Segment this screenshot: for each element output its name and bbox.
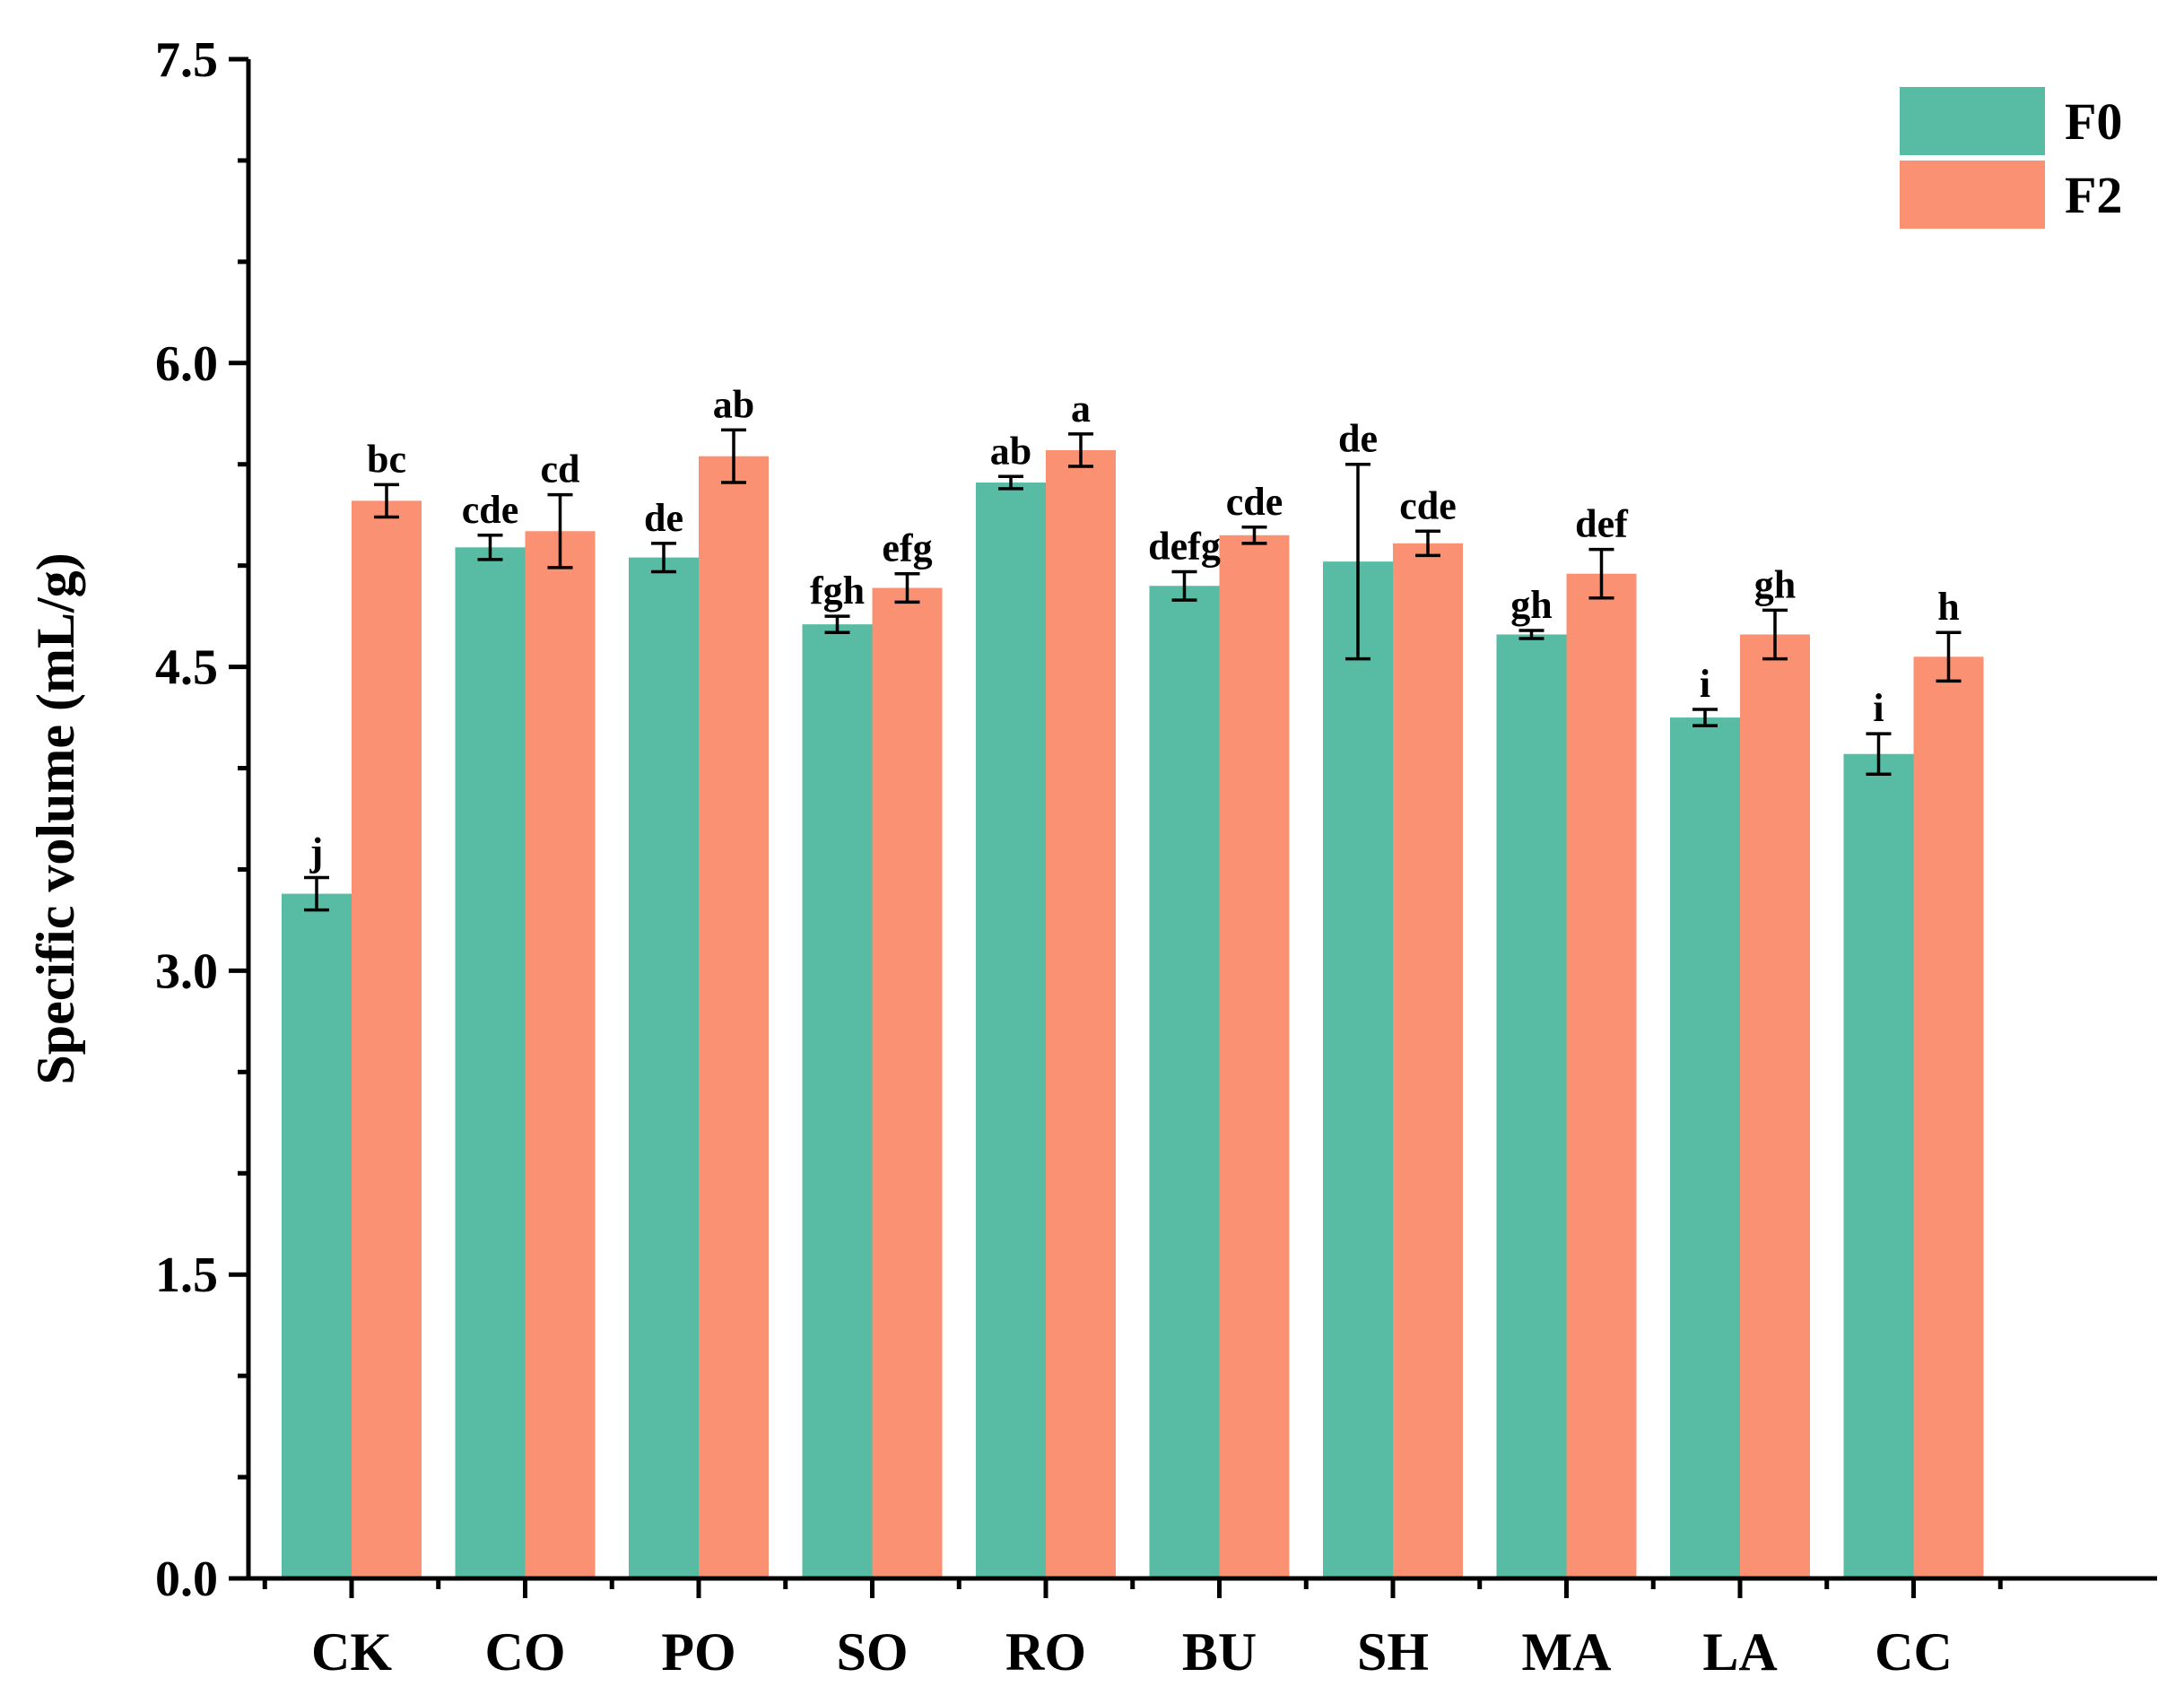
sig-label-f0-ma: gh: [1510, 583, 1552, 627]
x-tick-label-la: LA: [1702, 1622, 1777, 1682]
error-bar-f2-co: [547, 492, 573, 569]
sig-label-f2-po: ab: [713, 382, 754, 426]
sig-label-f0-bu: defg: [1148, 524, 1221, 568]
error-bar-f0-cc: [1866, 732, 1892, 777]
legend-swatch-f0: [1900, 87, 2045, 155]
bar-f0-po: [629, 557, 699, 1578]
bar-f2-ck: [352, 500, 422, 1578]
bar-f0-bu: [1149, 586, 1220, 1578]
bar-f0-la: [1670, 717, 1740, 1578]
axes: [246, 59, 2157, 1581]
y-tick-label: 7.5: [155, 32, 218, 88]
y-tick-label: 0.0: [155, 1552, 218, 1607]
y-tick-label: 3.0: [155, 943, 218, 999]
sig-label-f0-co: cde: [462, 488, 519, 532]
x-tick-label-co: CO: [485, 1622, 566, 1682]
error-bar-f0-sh: [1345, 462, 1370, 661]
sig-label-f2-la: gh: [1754, 562, 1796, 606]
legend-label-f2: F2: [2065, 166, 2122, 224]
error-bar-f0-ck: [304, 875, 329, 912]
error-bar-f2-ma: [1588, 547, 1614, 600]
error-bar-f0-so: [824, 614, 850, 634]
x-tick-label-sh: SH: [1357, 1622, 1429, 1682]
bar-f0-co: [455, 547, 526, 1579]
x-tick-label-ma: MA: [1522, 1622, 1612, 1682]
x-tick-label-ck: CK: [311, 1622, 392, 1682]
error-bars: [304, 428, 1962, 912]
bar-f2-sh: [1393, 543, 1463, 1579]
y-tick-label: 1.5: [155, 1247, 218, 1303]
error-bar-f2-po: [721, 428, 746, 484]
error-bar-f0-po: [651, 542, 676, 574]
sig-label-f0-ck: j: [309, 830, 324, 874]
y-tick-label: 6.0: [155, 336, 218, 392]
bar-f0-ro: [976, 482, 1046, 1579]
legend-swatch-f2: [1900, 161, 2045, 229]
x-tick-label-ro: RO: [1005, 1622, 1086, 1682]
error-bar-f2-cc: [1936, 630, 1962, 683]
sig-label-f2-bu: cde: [1226, 480, 1283, 524]
error-bar-f0-la: [1692, 708, 1718, 727]
sig-label-f2-ro: a: [1071, 387, 1091, 430]
y-axis-ticks: 0.0 1.5 3.0 4.5 6.0 7.5: [155, 32, 248, 1607]
sig-label-f0-la: i: [1700, 662, 1710, 706]
y-axis-title: Specific volume (mL/g): [26, 552, 85, 1084]
bar-f0-ck: [282, 893, 352, 1578]
bar-f0-so: [802, 624, 873, 1579]
sig-label-f0-ro: ab: [990, 429, 1031, 473]
bar-f2-ro: [1046, 449, 1116, 1579]
bar-f0-sh: [1323, 561, 1393, 1578]
error-bar-f2-so: [894, 571, 920, 604]
error-bar-f0-bu: [1171, 569, 1197, 602]
sig-label-f2-sh: cde: [1399, 483, 1457, 527]
legend-label-f0: F0: [2065, 92, 2122, 151]
sig-label-f2-ma: def: [1575, 502, 1629, 546]
bar-f2-cc: [1913, 656, 1984, 1578]
bar-f2-ma: [1566, 573, 1637, 1578]
y-tick-label: 4.5: [155, 640, 218, 696]
x-tick-label-cc: CC: [1875, 1622, 1953, 1682]
x-tick-label-bu: BU: [1182, 1622, 1257, 1682]
sig-label-f2-cc: h: [1937, 585, 1959, 629]
error-bar-f2-ck: [374, 482, 399, 519]
bar-f0-cc: [1843, 753, 1914, 1578]
error-bar-f2-sh: [1415, 529, 1440, 558]
bar-f2-co: [525, 531, 596, 1579]
error-bar-f0-ma: [1518, 629, 1544, 640]
sig-label-f0-po: de: [644, 496, 683, 540]
error-bar-f0-ro: [998, 474, 1023, 491]
bar-f0-ma: [1496, 634, 1567, 1578]
significance-labels: jbccdecddeabfghefgabadefgcdedecdeghdefig…: [309, 382, 1960, 874]
bar-f2-bu: [1219, 535, 1290, 1579]
x-tick-label-po: PO: [661, 1622, 735, 1682]
sig-label-f0-sh: de: [1338, 417, 1378, 461]
x-axis-ticks: CK CO PO SO RO BU SH MA LA CC: [262, 1578, 2003, 1682]
bar-f2-so: [872, 587, 943, 1579]
sig-label-f0-so: fgh: [810, 569, 865, 613]
bar-f2-la: [1740, 634, 1810, 1578]
error-bar-f0-co: [477, 534, 503, 561]
sig-label-f2-ck: bc: [367, 437, 406, 481]
error-bar-f2-bu: [1241, 526, 1267, 545]
x-tick-label-so: SO: [836, 1622, 908, 1682]
error-bar-f2-ro: [1068, 432, 1093, 468]
sig-label-f2-so: efg: [882, 526, 932, 570]
sig-label-f0-cc: i: [1873, 686, 1884, 730]
bars: [282, 449, 1984, 1579]
bar-f2-po: [699, 456, 769, 1578]
error-bar-f2-la: [1762, 608, 1788, 661]
sig-label-f2-co: cd: [541, 448, 580, 491]
